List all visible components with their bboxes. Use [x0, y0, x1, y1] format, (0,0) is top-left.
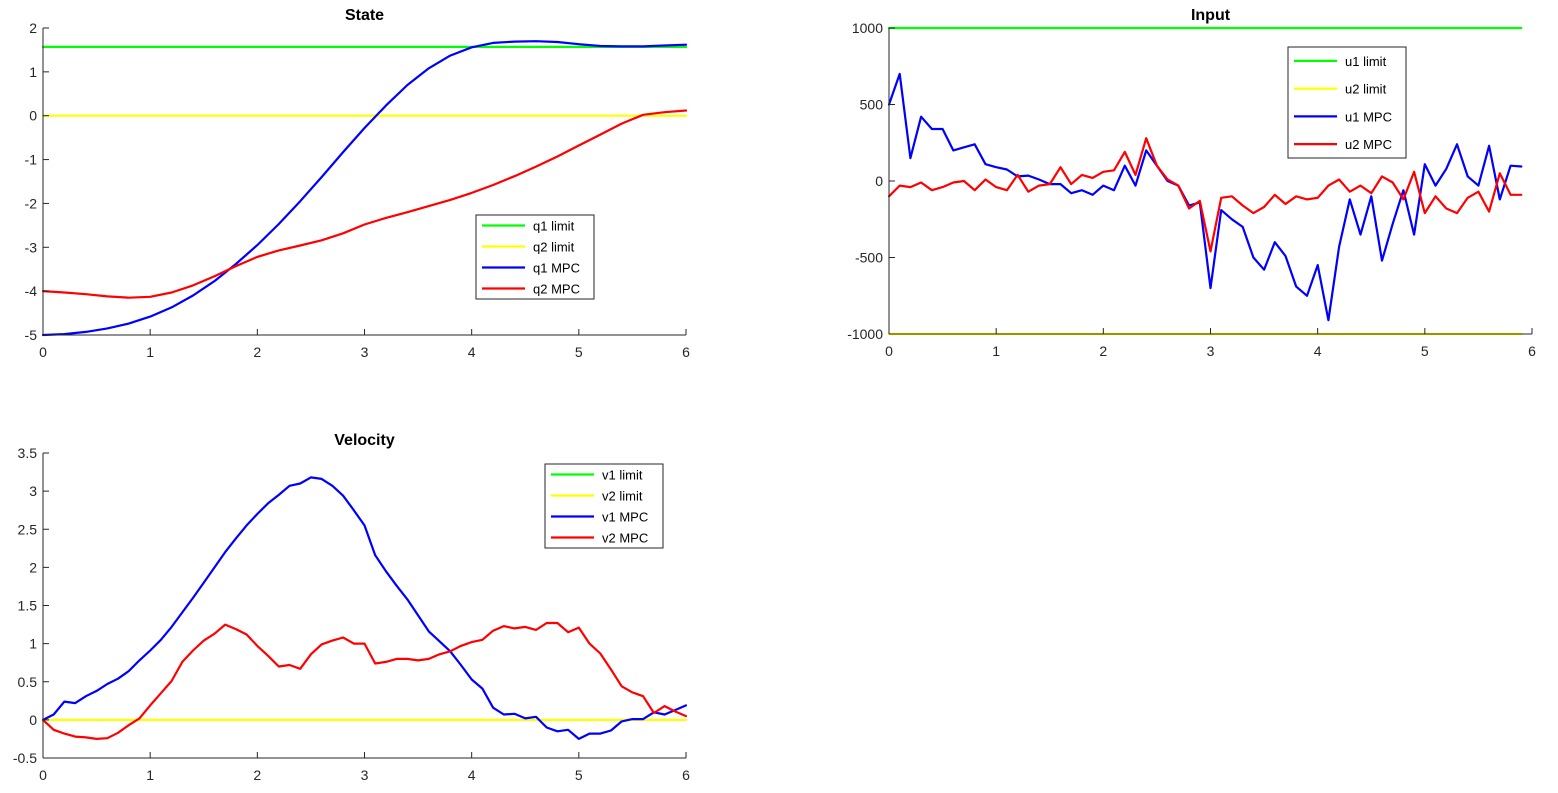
x-tick-label: 6: [1528, 343, 1536, 359]
y-tick-label: 3.5: [18, 445, 38, 461]
y-tick-label: 1.5: [18, 598, 38, 614]
legend-label: v2 limit: [602, 489, 643, 504]
y-tick-label: -3: [25, 239, 38, 255]
y-tick-label: -1: [25, 152, 38, 168]
y-tick-label: 500: [860, 97, 884, 113]
y-tick-label: 2: [29, 20, 37, 36]
axes-state: 0 1 2 3 4 5 6 -5 -4 -3 -2 -1 0 1 2 State q1 limit q2 limi…: [25, 7, 691, 360]
plot-area-input: [888, 26, 1523, 336]
y-tick-label: 0: [29, 712, 37, 728]
series-line-u2-mpc: [888, 137, 1523, 253]
y-tick-label: 1: [29, 64, 37, 80]
legend-label: u1 MPC: [1345, 109, 1392, 124]
y-tick-label: 1000: [852, 20, 883, 36]
x-tick-label: 5: [1421, 343, 1429, 359]
y-tick-label: 0: [29, 108, 37, 124]
y-tick-label: 3: [29, 483, 37, 499]
y-tick-label: 0.5: [18, 674, 38, 690]
x-tick-label: 4: [468, 344, 476, 360]
legend-label: q1 MPC: [533, 261, 580, 276]
legend-label: u1 limit: [1345, 54, 1387, 69]
y-tick-label: -0.5: [13, 750, 37, 766]
y-tick-label: -4: [25, 283, 38, 299]
y-tick-label: 2: [29, 559, 37, 575]
y-tick-label: -500: [855, 250, 883, 266]
series-line-q1-mpc: [42, 40, 687, 337]
legend-label: q1 limit: [533, 219, 575, 234]
x-tick-label: 3: [1207, 343, 1215, 359]
legend-label: v1 limit: [602, 468, 643, 483]
series-line-q2-mpc: [42, 109, 687, 299]
chart-title: Velocity: [334, 432, 395, 449]
x-tick-label: 3: [361, 344, 369, 360]
x-tick-label: 0: [39, 344, 47, 360]
x-tick-label: 5: [575, 767, 583, 783]
x-tick-label: 6: [682, 767, 690, 783]
x-tick-label: 4: [468, 767, 476, 783]
axes-input: 0 1 2 3 4 5 6 -1000 -500 0 500 1000 Input u1 limit u2 …: [847, 7, 1536, 359]
legend-label: q2 limit: [533, 240, 575, 255]
chart-title: Input: [1191, 7, 1231, 24]
x-tick-label: 0: [885, 343, 893, 359]
series-line-u1-mpc: [888, 72, 1523, 322]
legend: u1 limit u2 limit u1 MPC u2 MPC: [1287, 46, 1407, 159]
series-line-v2-mpc: [42, 621, 687, 741]
legend-box: [544, 463, 664, 549]
legend-label: v1 MPC: [602, 510, 648, 525]
x-tick-label: 2: [253, 767, 261, 783]
legend: v1 limit v2 limit v1 MPC v2 MPC: [544, 463, 664, 549]
y-tick-label: 2.5: [18, 521, 38, 537]
x-tick-label: 3: [361, 767, 369, 783]
x-tick-label: 4: [1314, 343, 1322, 359]
x-tick-label: 1: [146, 344, 154, 360]
x-tick-label: 5: [575, 344, 583, 360]
y-tick-label: 0: [875, 173, 883, 189]
legend-box: [1287, 46, 1407, 159]
x-tick-label: 2: [1099, 343, 1107, 359]
y-tick-label: -1000: [847, 326, 883, 342]
legend-label: u2 MPC: [1345, 137, 1392, 152]
legend: q1 limit q2 limit q1 MPC q2 MPC: [475, 214, 595, 300]
y-tick-label: 1: [29, 636, 37, 652]
x-tick-label: 1: [146, 767, 154, 783]
chart-title: State: [345, 7, 384, 24]
y-tick-label: -2: [25, 195, 38, 211]
legend-box: [475, 214, 595, 300]
y-tick-label: -5: [25, 327, 38, 343]
plot-area-state: [42, 40, 687, 337]
x-tick-label: 1: [992, 343, 1000, 359]
x-tick-label: 6: [682, 344, 690, 360]
x-tick-label: 0: [39, 767, 47, 783]
plot-area-velocity: [42, 476, 687, 741]
legend-label: u2 limit: [1345, 82, 1387, 97]
series-line-v1-mpc: [42, 476, 687, 741]
legend-label: q2 MPC: [533, 282, 580, 297]
legend-label: v2 MPC: [602, 531, 648, 546]
x-tick-label: 2: [253, 344, 261, 360]
